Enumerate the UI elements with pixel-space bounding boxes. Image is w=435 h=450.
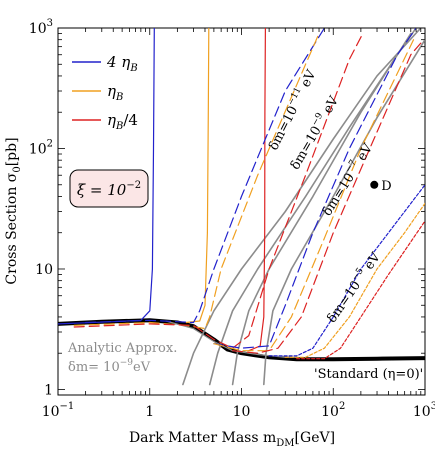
series-gray-5 <box>263 38 425 386</box>
point-d-label: D <box>381 179 391 194</box>
legend-entry: ηB <box>72 82 123 103</box>
xi-box <box>69 169 149 208</box>
point-d-marker <box>370 180 379 189</box>
tick-layer: 10−1 1 10 102 103 1 10 102 103 <box>29 18 435 420</box>
y-axis-label: Cross Section σ0[pb] <box>4 137 23 284</box>
legend: 4 ηB ηB ηB/4 <box>72 53 138 132</box>
xi-label: ξ = 10−2 <box>77 180 141 199</box>
legend-entry: 4 ηB <box>72 53 138 74</box>
legend-entry: ηB/4 <box>72 111 138 132</box>
analytic-approx-label: Analytic Approx. <box>67 341 177 356</box>
x-tick-label: 10 <box>233 404 251 420</box>
y-tick-label: 10 <box>35 262 53 278</box>
series-gray-2 <box>182 28 422 386</box>
series-dashed-9 <box>85 28 325 324</box>
series-vertical-8 <box>248 28 266 352</box>
x-tick-label: 10−1 <box>42 401 75 420</box>
series-dashed-14 <box>232 42 422 354</box>
series-vertical-7 <box>185 28 210 324</box>
y-tick-label: 103 <box>29 18 53 37</box>
legend-label: 4 ηB <box>106 53 138 74</box>
series-dotted-16 <box>284 202 425 358</box>
x-tick-label: 103 <box>413 401 435 420</box>
x-tick-label: 102 <box>321 401 345 420</box>
series-dotted-17 <box>296 220 425 360</box>
annotations: ξ = 10−2 Analytic Approx. δm= 10−9eV 'Stand… <box>67 67 423 382</box>
standard-label: 'Standard (η=0)' <box>314 367 423 382</box>
series-dashed-11 <box>73 32 364 349</box>
series-dashed-12 <box>213 28 417 349</box>
series-layer <box>58 28 425 386</box>
legend-label: ηB/4 <box>107 111 138 132</box>
x-axis-label: Dark Matter Mass mDM[GeV] <box>129 430 335 449</box>
delta-m-label: δm=10−5 eV <box>323 248 384 325</box>
delta-m-label: δm=10−7 eV <box>318 140 376 219</box>
series-vertical-6 <box>58 28 155 325</box>
y-tick-label: 1 <box>44 382 53 398</box>
x-tick-label: 1 <box>145 404 154 420</box>
series-dashed-13 <box>213 39 415 352</box>
analytic-approx-dm: δm= 10−9eV <box>68 358 151 375</box>
series-dashed-10 <box>73 32 320 330</box>
legend-label: ηB <box>107 82 123 103</box>
y-tick-label: 102 <box>29 138 53 157</box>
series-dotted-15 <box>268 184 425 357</box>
